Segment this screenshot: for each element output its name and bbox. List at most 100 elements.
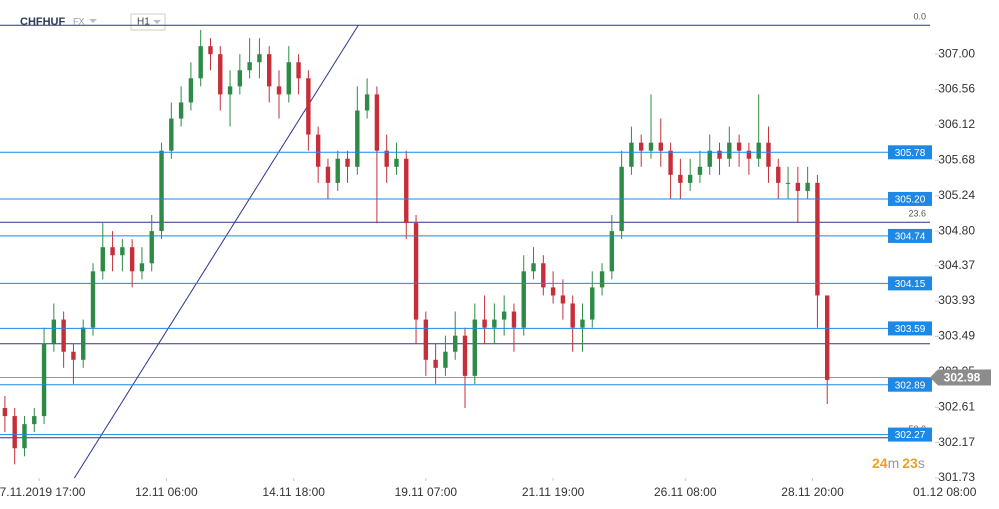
x-tick-label: 14.11 18:00 [262, 485, 325, 499]
candle-body [71, 351, 76, 360]
y-tick-label: 302.17 [938, 435, 975, 449]
candle-body [129, 247, 135, 272]
candle-body [178, 102, 184, 119]
candle-body [687, 174, 693, 183]
candle-body [776, 166, 781, 183]
dropdown-arrow[interactable] [153, 20, 161, 24]
x-tick-label: 19.11 07:00 [395, 485, 458, 499]
candle-body [756, 142, 761, 159]
candle-body [766, 142, 771, 167]
candle-body [12, 416, 17, 449]
candle-body [198, 46, 203, 79]
candle-body [276, 86, 282, 95]
level-label: 304.74 [895, 232, 926, 243]
candle-body [364, 94, 370, 111]
candle-body [795, 182, 801, 191]
candle-body [227, 86, 233, 95]
candle-body [825, 295, 830, 380]
price-tag [930, 369, 991, 386]
interval[interactable]: H1 [137, 17, 150, 28]
candle-body [746, 150, 752, 159]
candle-body [531, 263, 536, 272]
candle-body [22, 424, 27, 449]
candle-body [492, 319, 497, 328]
candle-body [110, 247, 115, 256]
candle-body [550, 287, 556, 296]
level-box [888, 145, 932, 160]
candle-body [286, 62, 291, 95]
y-tick-label: 305.68 [938, 153, 975, 167]
candle-body [139, 263, 145, 272]
candle-body [61, 319, 66, 352]
candle-body [306, 78, 311, 135]
y-tick-label: 304.80 [938, 223, 975, 237]
candle-body [374, 94, 380, 151]
candle-body [325, 166, 331, 183]
candle-body [785, 182, 791, 184]
candle-body [678, 174, 683, 183]
level-box [888, 191, 932, 206]
level-box [888, 321, 932, 336]
y-tick-label: 306.56 [938, 82, 975, 96]
candle-body [668, 150, 673, 175]
level-label: 302.27 [895, 430, 926, 441]
candle-body [629, 142, 634, 167]
candle-body [32, 416, 37, 425]
candle-body [511, 311, 517, 328]
candle-body [815, 182, 820, 296]
interval-button[interactable] [130, 13, 166, 31]
candle-body [237, 70, 243, 87]
countdown: 24m 23s [872, 455, 925, 471]
candle-body [218, 54, 223, 95]
candle-body [100, 247, 105, 272]
candle-body [247, 62, 252, 71]
level-box [888, 427, 932, 442]
candle-body [404, 158, 409, 224]
candle-body [727, 142, 732, 159]
candle-body [81, 327, 86, 360]
level-box [888, 377, 932, 392]
dropdown-arrow[interactable] [89, 19, 97, 23]
x-tick-label: 28.11 20:00 [781, 485, 844, 499]
candle-body [315, 134, 321, 167]
y-tick-label: 303.49 [938, 329, 975, 343]
candle-body [267, 54, 272, 87]
symbol[interactable]: CHFHUF [20, 16, 65, 28]
level-label: 304.15 [895, 279, 926, 290]
candle-body [433, 359, 438, 368]
y-tick-label: 301.73 [938, 470, 975, 484]
market: FX [73, 16, 85, 26]
candle-body [570, 303, 575, 328]
fib-label: 0.0 [913, 12, 926, 22]
candle-body [541, 263, 546, 288]
candle-body [697, 166, 703, 175]
candle-body [609, 231, 615, 272]
candle-body [736, 142, 742, 151]
candle-body [208, 46, 213, 55]
level-label: 303.59 [895, 324, 926, 335]
candle-body [355, 110, 360, 167]
y-tick-label: 305.24 [938, 188, 975, 202]
candle-body [501, 311, 507, 320]
y-tick-label: 306.12 [938, 117, 975, 131]
y-tick-label: 303.93 [938, 293, 975, 307]
candle-body [120, 247, 125, 256]
candle-body [462, 335, 468, 376]
candle-body [805, 182, 810, 191]
candle-body [639, 142, 644, 151]
level-label: 305.20 [895, 195, 926, 206]
candle-body [521, 271, 526, 328]
level-label: 302.89 [895, 380, 926, 391]
candle-body [41, 343, 47, 417]
level-box [888, 276, 932, 291]
candle-body [188, 78, 194, 103]
candle-body [443, 351, 448, 368]
candle-body [413, 223, 419, 320]
level-label: 305.78 [895, 148, 926, 159]
candle-body [590, 287, 595, 320]
candle-body [599, 271, 605, 288]
candle-body [482, 319, 487, 328]
candle-body [2, 408, 8, 417]
